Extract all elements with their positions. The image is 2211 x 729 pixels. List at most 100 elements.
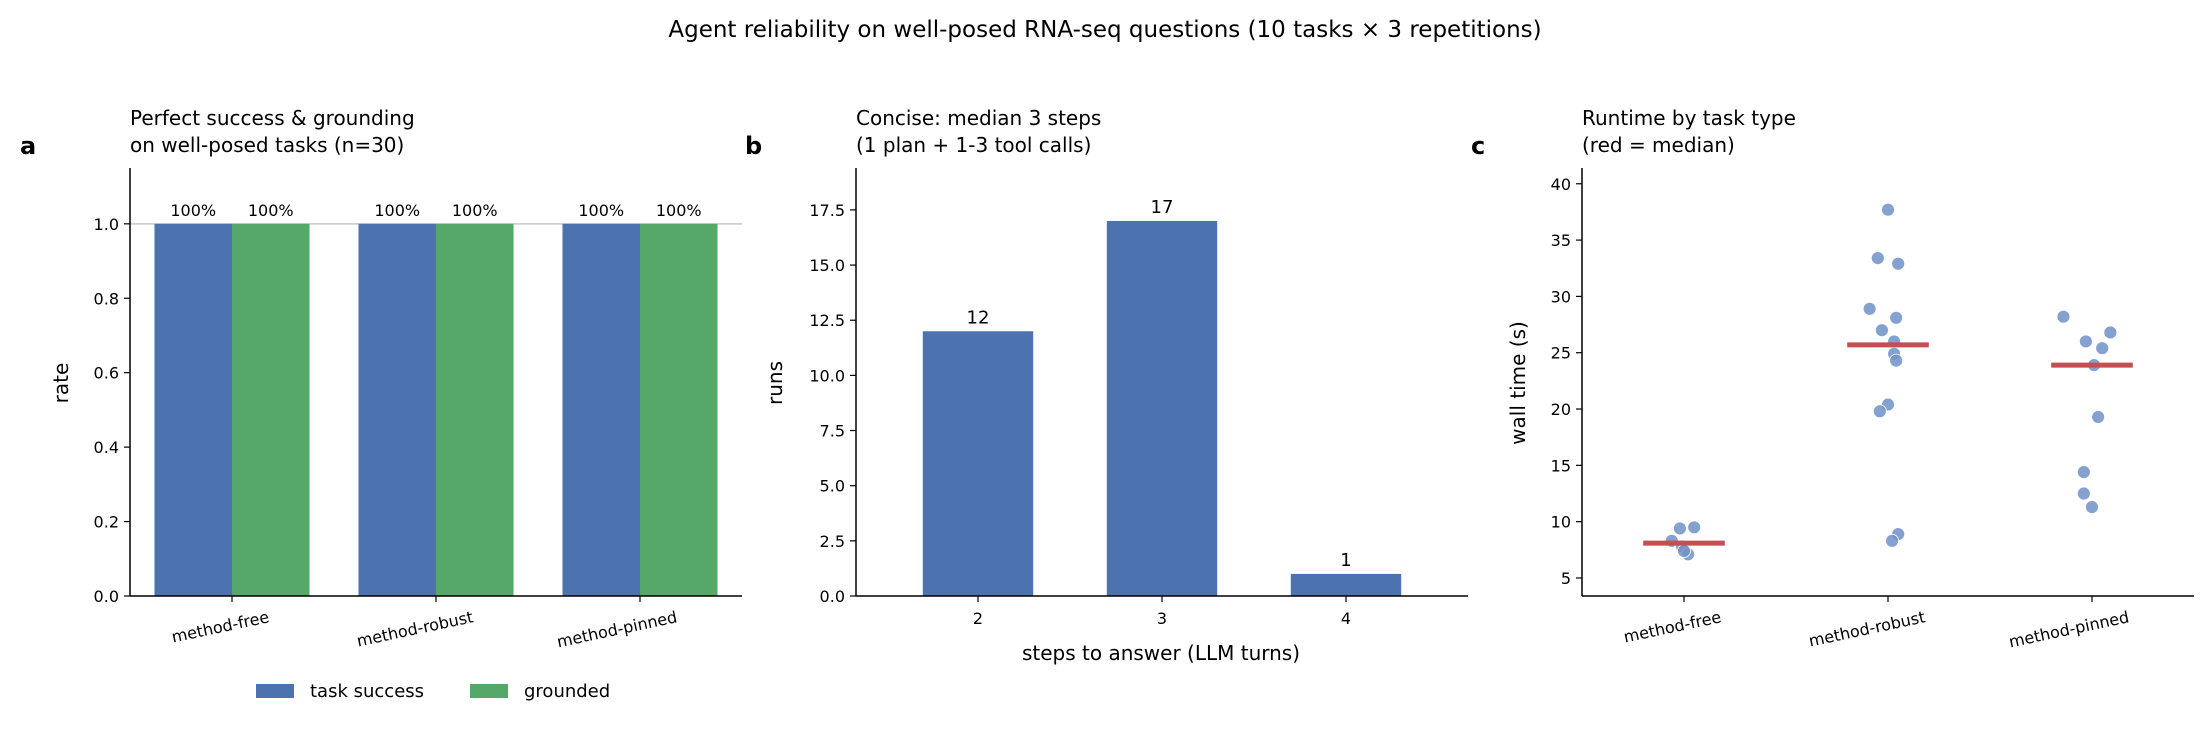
panel-c-point-method-pinned — [2078, 334, 2093, 349]
panel-c-axes — [1581, 168, 2194, 597]
panel-b-bar-labels: 12 17 1 — [967, 197, 1352, 571]
panel-c-point-method-robust — [1870, 251, 1885, 266]
panel-c-point-method-pinned — [2085, 500, 2099, 514]
panel-b-y-tick-label: 0.0 — [820, 587, 845, 606]
panel-a-x-tick-label-method-pinned: method-pinned — [555, 607, 679, 651]
panel-c-point-method-free — [1673, 521, 1687, 536]
panel-c-x-tick-label-method-robust: method-robust — [1807, 607, 1927, 650]
panel-a-x-tick-label-method-free: method-free — [170, 607, 271, 646]
panel-a-bar-grounded-method-pinned — [640, 223, 718, 596]
panel-c-point-method-pinned — [2056, 309, 2071, 324]
panel-a-y-tick-label: 0.6 — [94, 364, 119, 383]
panel-b-letter: b — [745, 132, 762, 160]
panel-b-title-line1: Concise: median 3 steps — [856, 106, 1101, 130]
panel-a-bar-label-grounded-method-free: 100% — [248, 201, 294, 220]
panel-b: b Concise: median 3 steps (1 plan + 1-3 … — [745, 106, 1468, 665]
panel-b-y-tick-label: 2.5 — [820, 532, 845, 551]
panel-c-x-ticks: method-free method-robust method-pinned — [1622, 596, 2131, 651]
panel-a-bar-label-task-success-method-pinned: 100% — [578, 201, 624, 220]
panel-b-bars — [922, 220, 1402, 596]
panel-b-bar-3 — [1106, 220, 1218, 596]
panel-a-y-ticks: 0.0 0.2 0.4 0.6 0.8 1.0 — [94, 215, 130, 606]
legend: task success grounded — [256, 681, 610, 702]
panel-c-point-method-robust — [1891, 256, 1906, 271]
panel-a-title-line2: on well-posed tasks (n=30) — [130, 133, 404, 157]
panel-a-bar-label-task-success-method-free: 100% — [170, 201, 216, 220]
panel-a-bar-grounded-method-free — [232, 223, 310, 596]
panel-a-bar-task-success-method-pinned — [562, 223, 640, 596]
legend-label-task-success: task success — [310, 681, 424, 702]
panel-a-y-tick-label: 0.2 — [94, 513, 119, 532]
panel-c-y-tick-label: 40 — [1551, 175, 1571, 194]
panel-c: c Runtime by task type (red = median) wa… — [1471, 106, 2194, 651]
panel-c-title-line2: (red = median) — [1582, 133, 1735, 157]
panel-b-bar-label-3: 17 — [1151, 197, 1174, 218]
panel-c-x-tick-label-method-free: method-free — [1622, 607, 1723, 646]
panel-c-point-method-free — [1677, 544, 1691, 558]
legend-swatch-task-success — [256, 684, 294, 698]
panel-c-y-tick-label: 20 — [1551, 400, 1571, 419]
legend-label-grounded: grounded — [524, 681, 610, 702]
panel-c-point-method-robust — [1889, 310, 1904, 325]
panel-b-y-tick-label: 10.0 — [809, 366, 845, 385]
panel-a-y-tick-label: 0.4 — [94, 438, 119, 457]
panel-c-point-method-robust — [1889, 353, 1904, 368]
panel-b-x-tick-label-3: 3 — [1157, 609, 1167, 628]
panel-a-bar-label-task-success-method-robust: 100% — [374, 201, 420, 220]
panel-c-point-method-robust — [1874, 323, 1889, 338]
panel-a-y-tick-label: 1.0 — [94, 215, 119, 234]
panel-a-x-tick-label-method-robust: method-robust — [355, 607, 475, 650]
panel-b-bar-label-4: 1 — [1340, 550, 1351, 571]
panel-b-xlabel: steps to answer (LLM turns) — [1022, 641, 1300, 665]
panel-c-title-line1: Runtime by task type — [1582, 106, 1796, 130]
panel-c-x-tick-label-method-pinned: method-pinned — [2007, 607, 2131, 651]
panel-c-point-method-robust — [1881, 202, 1895, 217]
panel-a-bar-task-success-method-free — [154, 223, 232, 596]
panel-c-point-method-pinned — [2095, 341, 2110, 356]
panel-c-y-tick-label: 10 — [1551, 513, 1571, 532]
panel-c-ylabel: wall time (s) — [1506, 321, 1530, 445]
panel-a-bar-task-success-method-robust — [358, 223, 436, 596]
panel-c-y-tick-label: 25 — [1551, 344, 1571, 363]
panel-b-y-tick-label: 5.0 — [820, 477, 845, 496]
panel-a-bar-labels: 100% 100% 100% 100% 100% 100% — [170, 201, 701, 220]
panel-a-bar-label-grounded-method-pinned: 100% — [656, 201, 702, 220]
panel-b-y-tick-label: 15.0 — [809, 256, 845, 275]
panel-c-point-method-pinned — [2076, 486, 2091, 501]
panel-a: a Perfect success & grounding on well-po… — [20, 106, 742, 702]
panel-a-y-tick-label: 0.8 — [94, 289, 119, 308]
panel-c-point-method-free — [1687, 520, 1702, 535]
panel-b-bar-4 — [1290, 573, 1402, 596]
panel-b-y-tick-label: 7.5 — [820, 422, 845, 441]
panel-c-point-method-pinned — [2103, 325, 2118, 340]
panel-b-y-tick-label: 17.5 — [809, 201, 845, 220]
panel-b-x-tick-label-2: 2 — [973, 609, 983, 628]
panel-c-y-tick-label: 30 — [1551, 287, 1571, 306]
panel-c-y-tick-label: 15 — [1551, 456, 1571, 475]
panel-a-ylabel: rate — [49, 363, 73, 404]
panel-b-ylabel: runs — [763, 361, 787, 405]
panel-c-point-method-robust — [1862, 301, 1877, 316]
panel-a-x-ticks: method-free method-robust method-pinned — [170, 596, 679, 651]
panel-c-point-method-pinned — [2091, 410, 2106, 424]
panel-b-title-line2: (1 plan + 1-3 tool calls) — [856, 133, 1091, 157]
panel-a-title-line1: Perfect success & grounding — [130, 106, 415, 130]
panel-c-point-method-pinned — [2076, 465, 2091, 480]
panel-b-x-tick-label-4: 4 — [1341, 609, 1351, 628]
panel-a-y-tick-label: 0.0 — [94, 587, 119, 606]
figure-suptitle: Agent reliability on well-posed RNA-seq … — [668, 17, 1541, 43]
panel-a-bar-grounded-method-robust — [436, 223, 514, 596]
panel-a-bar-label-grounded-method-robust: 100% — [452, 201, 498, 220]
panel-c-letter: c — [1471, 132, 1485, 160]
panel-c-y-tick-label: 35 — [1551, 231, 1571, 250]
panel-b-bar-2 — [922, 331, 1034, 596]
panel-c-point-method-robust — [1885, 533, 1899, 548]
panel-b-x-ticks: 2 3 4 — [973, 596, 1351, 628]
panel-c-medians — [1643, 342, 2133, 546]
panel-b-y-tick-label: 12.5 — [809, 311, 845, 330]
panel-c-y-tick-label: 5 — [1561, 569, 1571, 588]
panel-c-point-method-robust — [1872, 404, 1887, 419]
legend-swatch-grounded — [470, 684, 508, 698]
panel-c-points — [1664, 202, 2118, 562]
